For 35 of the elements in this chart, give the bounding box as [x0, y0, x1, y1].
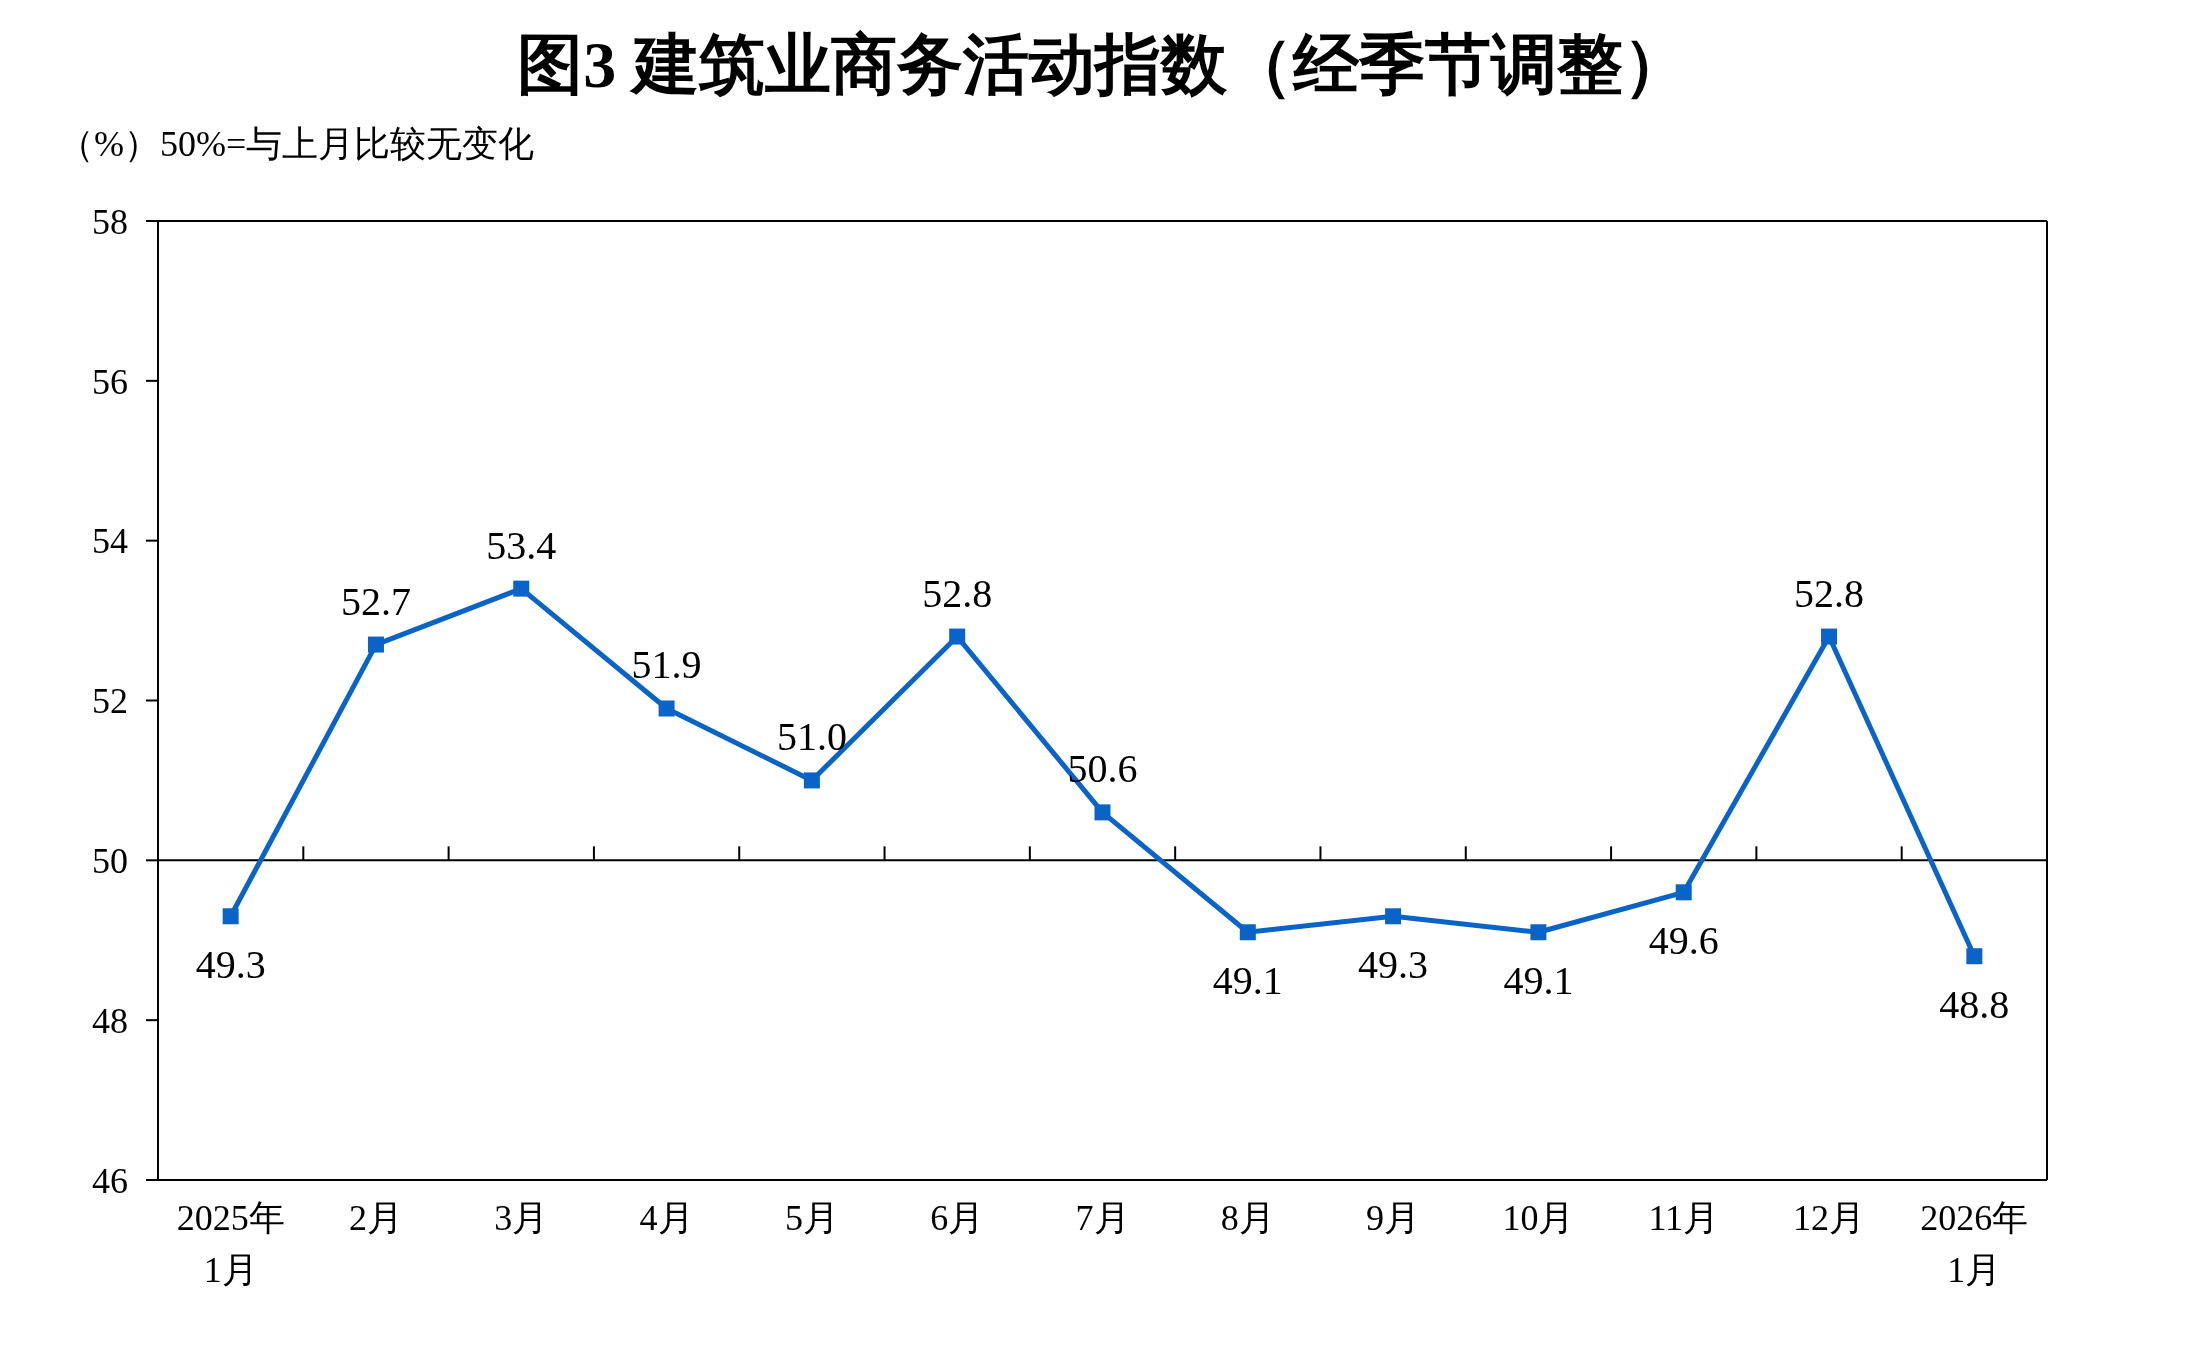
text: 49.1: [1212, 958, 1283, 1004]
x-tick-label: 2月: [348, 1198, 403, 1238]
y-tick-label: 54: [92, 521, 128, 562]
text: 52.7: [340, 578, 411, 624]
x-tick-label: 10月: [1502, 1198, 1575, 1238]
y-tick-label: 48: [92, 1000, 128, 1041]
x-tick-label: 4月: [639, 1198, 694, 1238]
text: 50.6: [1067, 746, 1138, 792]
y-tick-label: 50: [92, 841, 128, 882]
text: 49.3: [195, 942, 266, 988]
x-tick-label: 12月: [1793, 1198, 1866, 1238]
x-tick-label: 3月: [494, 1198, 549, 1238]
y-axis-title: （%）50%=与上月比较无变化: [58, 123, 536, 166]
text: 49.1: [1503, 958, 1574, 1004]
text: 52.8: [1794, 570, 1865, 616]
text: 52.8: [922, 570, 993, 616]
y-tick-label: 56: [92, 361, 128, 402]
x-tick-label: 8月: [1220, 1198, 1275, 1238]
text: 53.4: [486, 522, 557, 568]
text: 51.9: [631, 642, 702, 688]
text: 48.8: [1939, 982, 2010, 1028]
text: 51.0: [776, 714, 847, 760]
x-tick-label: 9月: [1366, 1198, 1421, 1238]
x-tick-label: 2026年 1月: [1920, 1198, 2029, 1290]
text: 49.6: [1648, 918, 1719, 964]
chart-title: 图3 建筑业商务活动指数（经季节调整）: [516, 27, 1690, 103]
x-tick-label: 7月: [1075, 1198, 1130, 1238]
x-tick-label: 11月: [1648, 1198, 1720, 1238]
x-tick-label: 5月: [784, 1198, 839, 1238]
y-tick-label: 58: [92, 201, 128, 242]
x-tick-label: 6月: [930, 1198, 985, 1238]
y-tick-label: 52: [92, 681, 128, 722]
text: 49.3: [1358, 942, 1429, 988]
y-tick-label: 46: [92, 1160, 128, 1201]
x-tick-label: 2025年 1月: [176, 1198, 285, 1290]
